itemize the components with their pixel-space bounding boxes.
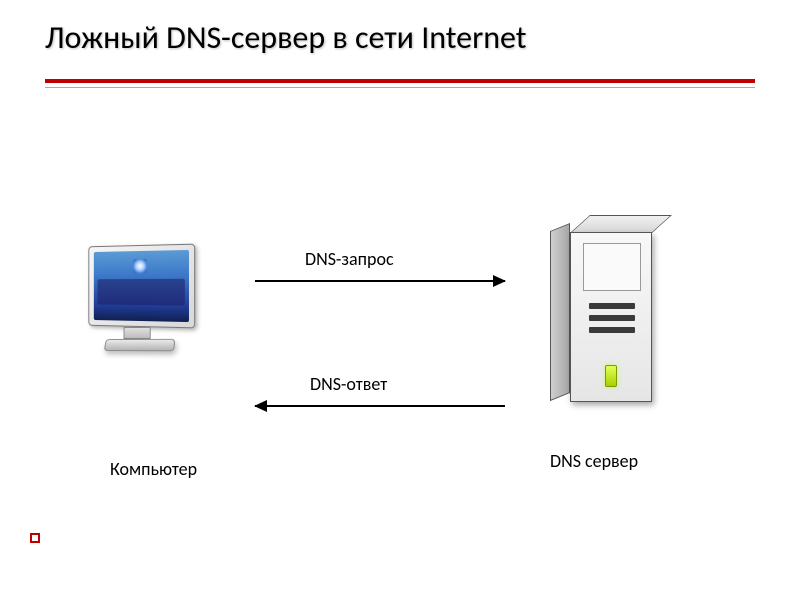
arrow-right-icon <box>493 275 506 287</box>
dns-diagram: DNS-запрос DNS-ответ Компьютер DNS серве… <box>0 200 800 550</box>
thin-divider <box>45 87 755 88</box>
request-arrow <box>255 280 505 282</box>
monitor-frame-icon <box>88 244 195 329</box>
server-top-icon <box>570 215 672 233</box>
server-panel-icon <box>583 243 641 291</box>
accent-divider <box>45 79 755 83</box>
client-computer-icon <box>85 245 205 360</box>
monitor-stand-icon <box>124 327 151 339</box>
server-drive-slot-icon <box>589 327 635 333</box>
monitor-base-icon <box>104 339 176 351</box>
server-front-icon <box>570 232 652 402</box>
monitor-screen-icon <box>94 250 189 322</box>
response-label: DNS-ответ <box>310 373 387 395</box>
server-drive-slot-icon <box>589 303 635 309</box>
server-led-icon <box>605 365 617 387</box>
bullet-marker-icon <box>30 533 40 543</box>
server-side-icon <box>550 223 570 401</box>
slide-title: Ложный DNS-сервер в сети Internet <box>45 20 755 57</box>
arrow-left-icon <box>254 400 267 412</box>
server-caption: DNS сервер <box>550 450 638 472</box>
client-caption: Компьютер <box>110 458 197 480</box>
dns-server-icon <box>550 215 660 400</box>
response-arrow <box>255 405 505 407</box>
request-label: DNS-запрос <box>305 248 394 270</box>
server-drive-slot-icon <box>589 315 635 321</box>
